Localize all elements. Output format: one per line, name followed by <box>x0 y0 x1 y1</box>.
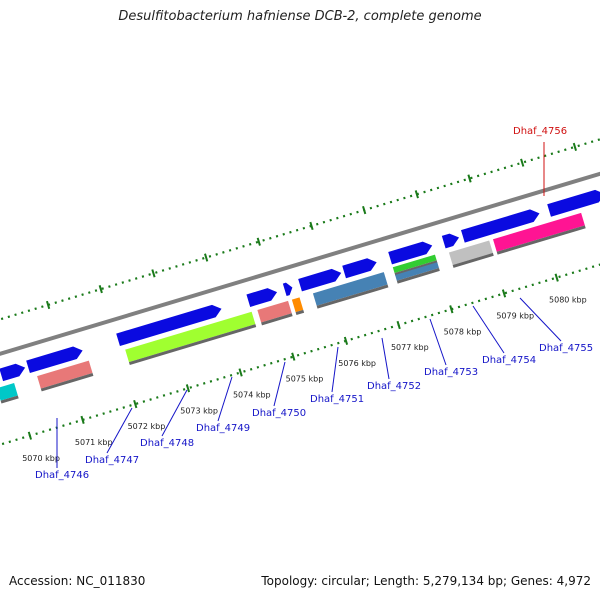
outer-major-tick <box>414 190 419 199</box>
topology-label: Topology: circular; Length: 5,279,134 bp… <box>261 574 591 588</box>
feature-block <box>312 272 388 306</box>
kbp-label: 5076 kbp <box>338 359 376 368</box>
gene-label[interactable]: Dhaf_4747 <box>85 455 139 466</box>
genome-title: Desulfitobacterium hafniense DCB-2, comp… <box>118 9 482 24</box>
gene-label[interactable]: Dhaf_4752 <box>367 381 421 392</box>
gene-leader-line <box>161 389 188 437</box>
inner-major-tick <box>501 289 507 298</box>
kbp-label: 5079 kbp <box>496 311 534 320</box>
feature-block-shadow <box>496 225 586 255</box>
gene-label[interactable]: Dhaf_4756 <box>513 126 567 137</box>
kbp-label: 5080 kbp <box>549 296 587 305</box>
feature-block <box>448 240 493 265</box>
feature-block-shadow <box>0 395 19 404</box>
outer-major-tick <box>572 142 577 151</box>
inner-major-tick <box>343 336 349 345</box>
gene-label[interactable]: Dhaf_4753 <box>424 367 478 378</box>
inner-major-tick <box>185 384 191 393</box>
gene-label[interactable]: Dhaf_4754 <box>482 355 536 366</box>
inner-major-tick <box>238 368 243 377</box>
gene-label[interactable]: Dhaf_4748 <box>140 438 194 449</box>
feature-block <box>0 383 18 401</box>
gene-label[interactable]: Dhaf_4746 <box>35 470 89 481</box>
outer-major-tick <box>45 300 51 310</box>
feature-block <box>492 212 585 252</box>
kbp-label: 5077 kbp <box>391 343 429 352</box>
feature-block <box>125 311 256 363</box>
feature-block-shadow <box>396 268 440 284</box>
outer-major-tick <box>520 158 525 167</box>
outer-major-tick <box>467 174 472 183</box>
feature-block-shadow <box>295 309 305 315</box>
genome-backbone <box>0 171 600 356</box>
forward-gene-arrow[interactable] <box>0 363 26 382</box>
forward-gene-arrow[interactable] <box>342 258 377 279</box>
gene-leader-line <box>381 337 390 380</box>
gene-leader-line <box>429 318 447 366</box>
kbp-label: 5078 kbp <box>444 327 482 336</box>
feature-block <box>392 254 437 274</box>
gene-leader-line <box>331 346 339 393</box>
inner-major-tick <box>396 320 401 330</box>
kbp-label: 5072 kbp <box>128 422 166 431</box>
feature-block-shadow <box>128 324 257 365</box>
outer-major-tick <box>204 253 209 262</box>
inner-major-tick <box>80 415 85 424</box>
kbp-label: 5070 kbp <box>22 454 60 463</box>
forward-gene-arrow[interactable] <box>246 288 278 307</box>
forward-gene-arrow[interactable] <box>441 233 460 249</box>
inner-major-tick <box>554 273 559 282</box>
feature-block <box>37 360 93 389</box>
forward-gene-arrow[interactable] <box>26 346 83 374</box>
inner-major-tick <box>27 431 33 440</box>
gene-label[interactable]: Dhaf_4755 <box>539 343 593 354</box>
feature-block-shadow <box>40 373 94 392</box>
inner-major-tick <box>291 352 296 361</box>
feature-block-shadow <box>316 284 389 309</box>
forward-gene-arrow[interactable] <box>298 268 342 292</box>
kbp-label: 5073 kbp <box>180 406 218 415</box>
feature-block <box>257 300 292 323</box>
gene-label[interactable]: Dhaf_4750 <box>252 408 306 419</box>
gene-label[interactable]: Dhaf_4749 <box>196 423 250 434</box>
gene-leader-line <box>217 376 233 422</box>
feature-block-shadow <box>452 252 494 268</box>
outer-major-tick <box>256 237 261 246</box>
kbp-label: 5074 kbp <box>233 391 271 400</box>
outer-major-tick <box>98 285 103 294</box>
inner-major-tick <box>449 305 454 314</box>
forward-gene-arrow[interactable] <box>282 282 293 297</box>
kbp-label: 5075 kbp <box>286 375 324 384</box>
gene-leader-line <box>519 297 562 342</box>
accession-label: Accession: NC_011830 <box>9 574 146 588</box>
forward-gene-arrow[interactable] <box>388 241 433 265</box>
forward-gene-arrow[interactable] <box>547 189 600 217</box>
feature-block <box>291 297 304 313</box>
feature-block-shadow <box>261 313 293 326</box>
gene-leader-line <box>106 407 133 454</box>
outer-major-tick <box>362 205 367 215</box>
forward-gene-arrow[interactable] <box>116 304 222 347</box>
forward-gene-arrow[interactable] <box>461 209 540 243</box>
gene-leader-line <box>273 361 286 407</box>
outer-major-tick <box>309 221 314 231</box>
inner-major-tick <box>133 399 138 409</box>
gene-leader-line <box>472 305 505 354</box>
gene-label[interactable]: Dhaf_4751 <box>310 394 364 405</box>
outer-major-tick <box>151 269 156 278</box>
feature-block <box>395 262 439 281</box>
kbp-label: 5071 kbp <box>75 438 113 447</box>
